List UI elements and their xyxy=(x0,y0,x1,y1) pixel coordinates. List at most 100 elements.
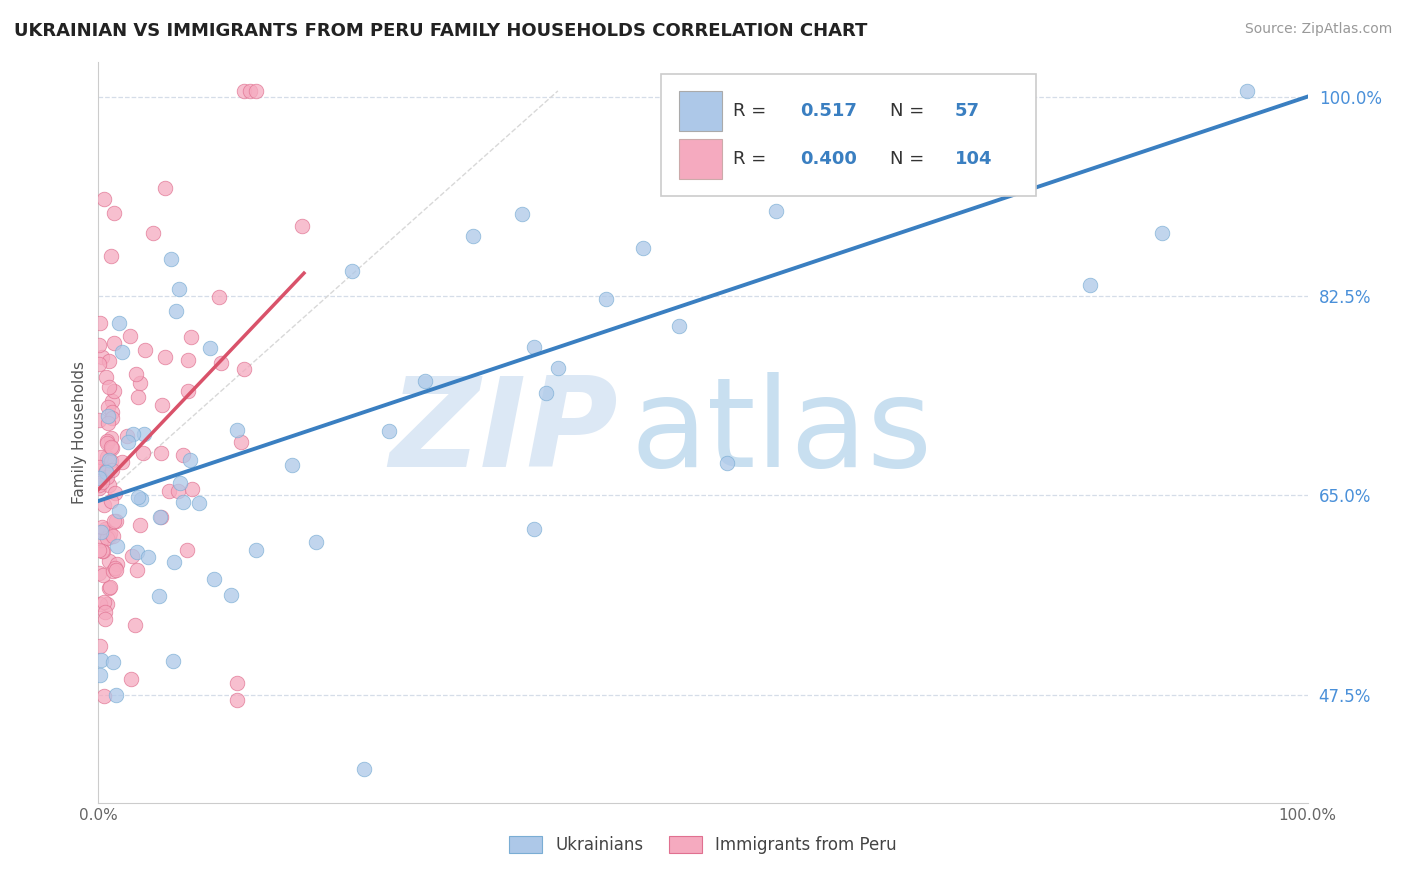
Point xyxy=(89,668,111,682)
Point xyxy=(91,520,114,534)
Point xyxy=(96,597,118,611)
Point xyxy=(463,229,485,244)
Point xyxy=(98,580,121,594)
Text: R =: R = xyxy=(734,102,772,120)
Point xyxy=(94,369,117,384)
Point xyxy=(239,84,262,98)
Point xyxy=(1078,277,1101,292)
Point xyxy=(98,478,121,492)
Point xyxy=(595,292,617,306)
Point xyxy=(104,688,127,702)
Point xyxy=(180,482,202,496)
Point xyxy=(97,409,120,424)
Point xyxy=(209,356,232,370)
Point xyxy=(103,514,125,528)
Point xyxy=(91,544,114,558)
Point xyxy=(87,358,110,372)
Point xyxy=(93,522,115,536)
Point xyxy=(510,207,533,221)
Point xyxy=(813,165,835,179)
Point xyxy=(149,509,172,524)
Point xyxy=(200,341,222,355)
Point xyxy=(208,290,231,304)
Point xyxy=(534,385,557,400)
Point xyxy=(305,535,328,549)
Point xyxy=(93,498,115,512)
Point xyxy=(172,448,194,462)
Point xyxy=(105,539,128,553)
Point xyxy=(162,654,184,668)
Point xyxy=(98,530,121,544)
Point xyxy=(101,411,124,425)
Point xyxy=(157,483,180,498)
Point xyxy=(96,450,118,465)
Point xyxy=(100,249,122,263)
Point xyxy=(89,316,111,330)
Point xyxy=(103,336,125,351)
Text: 57: 57 xyxy=(955,102,980,120)
Point xyxy=(150,446,173,460)
Point xyxy=(97,380,120,394)
Point xyxy=(523,523,546,537)
Point xyxy=(765,204,787,219)
Point xyxy=(96,434,118,448)
Point xyxy=(153,350,176,364)
Point xyxy=(111,455,134,469)
Point xyxy=(115,429,138,443)
Point xyxy=(221,588,243,602)
Point xyxy=(121,427,143,442)
Point xyxy=(96,464,118,478)
Point xyxy=(93,689,115,703)
Point xyxy=(100,454,122,468)
Point xyxy=(120,672,142,686)
Point xyxy=(105,563,128,577)
Point xyxy=(716,456,738,470)
Point xyxy=(169,282,191,296)
Point xyxy=(97,582,120,596)
Point xyxy=(125,563,148,577)
Point xyxy=(172,495,194,509)
Point xyxy=(202,572,225,586)
Point xyxy=(89,460,111,475)
Point xyxy=(94,605,117,619)
Text: ZIP: ZIP xyxy=(389,372,619,493)
Point xyxy=(100,463,122,477)
Point xyxy=(134,426,156,441)
Point xyxy=(98,354,121,368)
Point xyxy=(103,561,125,575)
Point xyxy=(547,360,569,375)
Point xyxy=(97,453,120,467)
Point xyxy=(91,544,114,558)
Point xyxy=(160,252,183,266)
Point xyxy=(245,543,267,558)
Point xyxy=(91,350,114,364)
Point xyxy=(96,531,118,545)
Point xyxy=(108,504,131,518)
Point xyxy=(90,450,112,464)
Point xyxy=(96,436,118,450)
Point xyxy=(105,514,128,528)
Point xyxy=(1236,84,1258,98)
Point xyxy=(179,453,201,467)
Point xyxy=(93,192,115,206)
Point xyxy=(342,264,364,278)
Point xyxy=(94,612,117,626)
Text: N =: N = xyxy=(890,150,931,168)
Point xyxy=(128,376,150,391)
Point xyxy=(177,352,200,367)
Point xyxy=(232,84,254,98)
Point xyxy=(134,343,156,358)
Point xyxy=(103,384,125,398)
Point xyxy=(90,525,112,540)
Point xyxy=(101,405,124,419)
Point xyxy=(89,471,111,485)
Point xyxy=(232,361,254,376)
Point xyxy=(226,693,249,707)
Point xyxy=(90,653,112,667)
FancyBboxPatch shape xyxy=(679,138,723,178)
Text: 0.517: 0.517 xyxy=(800,102,856,120)
Point xyxy=(167,484,190,499)
Point xyxy=(413,374,436,388)
Point xyxy=(188,496,211,510)
Point xyxy=(91,568,114,582)
